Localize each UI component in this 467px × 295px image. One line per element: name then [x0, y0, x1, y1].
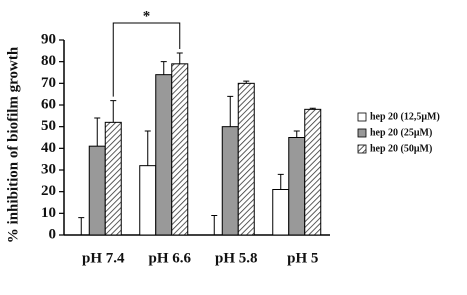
error-bar	[176, 52, 183, 64]
error-bar	[293, 130, 300, 138]
bar	[288, 137, 306, 236]
x-tick-label: pH 6.6	[148, 250, 191, 266]
y-axis-label: % inhibition of biofilm growth	[5, 46, 21, 243]
error-bar	[110, 100, 117, 123]
y-tick-label: 40	[41, 140, 56, 156]
bar	[155, 74, 173, 236]
bar	[104, 121, 122, 236]
bar	[237, 82, 255, 236]
legend-swatch	[357, 128, 367, 138]
annotation: *	[143, 8, 151, 24]
y-tick-label: 30	[41, 161, 56, 177]
bar	[139, 165, 157, 236]
significance-bracket	[112, 22, 181, 97]
x-tick-label: pH 5.8	[215, 250, 258, 266]
bar	[221, 126, 239, 236]
error-bar	[309, 107, 316, 110]
error-bar	[144, 130, 151, 166]
y-tick-label: 10	[41, 205, 56, 221]
x-tick-label: pH 7.4	[82, 250, 125, 266]
bar	[272, 189, 290, 236]
error-bar	[211, 215, 218, 235]
y-tick-label: 60	[41, 96, 56, 112]
legend-label: hep 20 (25μM)	[370, 127, 432, 138]
bar	[304, 108, 322, 236]
y-tick-label: 70	[41, 75, 56, 91]
legend-swatch	[357, 144, 367, 154]
error-bar	[277, 173, 284, 190]
bar	[88, 145, 106, 236]
x-tick-label: pH 5	[287, 250, 318, 266]
y-tick-label: 50	[41, 118, 56, 134]
legend-swatch	[357, 112, 367, 122]
bar	[171, 63, 189, 236]
legend-label: hep 20 (12,5μM)	[370, 111, 440, 122]
y-tick-label: 20	[41, 183, 56, 199]
y-tick-label: 90	[41, 31, 56, 47]
y-tick-label: 80	[41, 53, 56, 69]
error-bar	[160, 61, 167, 75]
error-bar	[94, 117, 101, 147]
y-tick-label: 0	[49, 226, 57, 242]
legend-label: hep 20 (50μM)	[370, 143, 432, 154]
error-bar	[78, 217, 85, 235]
error-bar	[243, 80, 250, 84]
error-bar	[227, 95, 234, 127]
